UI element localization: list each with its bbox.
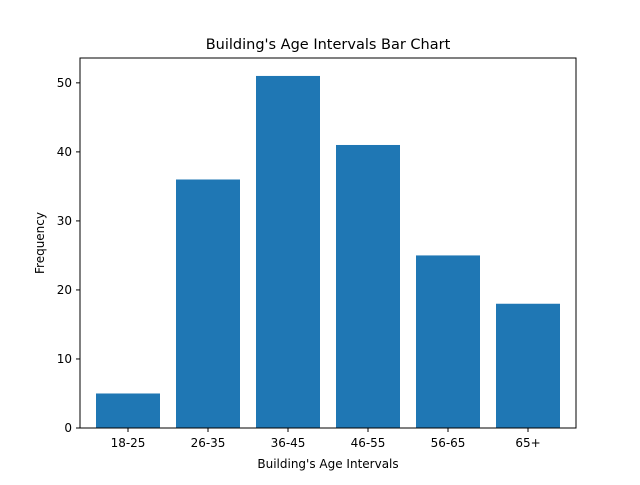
y-tick-label: 30: [57, 214, 72, 228]
y-tick-label: 50: [57, 76, 72, 90]
y-tick-label: 0: [64, 421, 72, 435]
plot-frame: [79, 57, 577, 429]
y-tick-label: 20: [57, 283, 72, 297]
bars-group: [96, 75, 560, 429]
x-axis-label: Building's Age Intervals: [257, 457, 398, 471]
y-tick-label: 40: [57, 145, 72, 159]
x-tick-label: 26-35: [191, 436, 226, 450]
chart-title: Building's Age Intervals Bar Chart: [206, 37, 451, 53]
x-tick-label: 18-25: [111, 436, 146, 450]
x-tick-label: 65+: [515, 436, 540, 450]
y-tick-label: 10: [57, 352, 72, 366]
bar-46-55: [336, 144, 400, 429]
x-tick-label: 46-55: [351, 436, 386, 450]
bar-65+: [496, 303, 560, 428]
bar-56-65: [416, 255, 480, 428]
bar-18-25: [96, 393, 160, 428]
x-tick-label: 36-45: [271, 436, 306, 450]
x-axis-ticks: 18-25 26-35 36-45 46-55 56-65 65+: [111, 428, 541, 450]
bar-26-35: [176, 179, 240, 428]
bar-36-45: [256, 75, 320, 429]
y-axis-ticks: 0 10 20 30 40 50: [57, 76, 80, 435]
x-tick-label: 56-65: [431, 436, 466, 450]
y-axis-label: Frequency: [33, 212, 47, 274]
